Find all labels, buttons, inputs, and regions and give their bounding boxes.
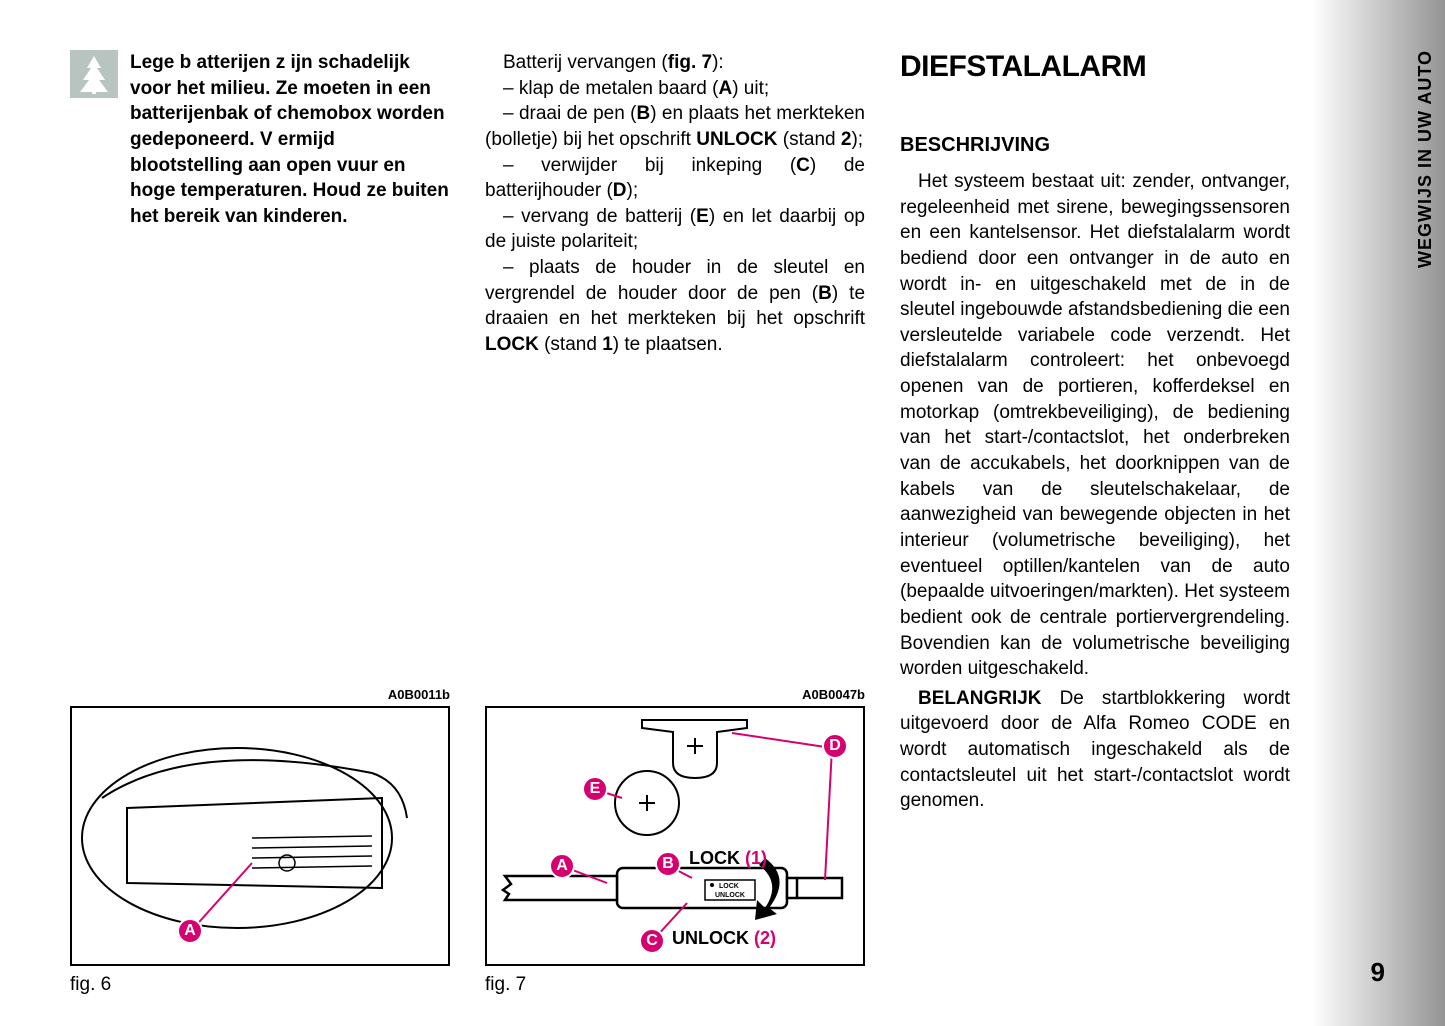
figure-6-code: A0B0011b [70,687,450,702]
section-title: DIEFSTALALARM [900,50,1290,84]
callout-A: A [549,853,575,879]
description-para1: Het systeem bestaat uit: zender, ontvang… [900,169,1290,682]
txt: BELANGRIJK [918,688,1042,709]
txt: A [718,78,732,99]
column-2: Batterij vervangen (fig. 7): – klap de m… [485,50,865,996]
txt: – verwijder bij inkeping ( [503,155,796,176]
txt: ) uit; [732,78,769,99]
warning-box: Lege b atterijen z ijn schadelijk voor h… [70,50,450,229]
txt: UNLOCK [672,928,749,948]
txt: 2 [841,129,852,150]
figure-7-code: A0B0047b [485,687,865,702]
txt: LOCK [689,848,740,868]
description-para2: BELANGRIJK De startblokkering wordt uitg… [900,686,1290,814]
txt: fig. 7 [668,52,712,73]
column-1: Lege b atterijen z ijn schadelijk voor h… [70,50,450,996]
txt: ); [851,129,863,150]
sidebar-tab: WEGWIJS IN UW AUTO [1315,0,1445,1026]
unlock-label: UNLOCK (2) [672,928,776,949]
figure-7-caption: fig. 7 [485,974,865,996]
txt: – klap de metalen baard ( [503,78,718,99]
txt: Het systeem bestaat uit: zender, ontvang… [900,169,1290,682]
callout-B: B [655,851,681,877]
svg-text:UNLOCK: UNLOCK [715,892,745,899]
txt: (2) [754,928,776,948]
txt: – draai de pen ( [503,103,636,124]
txt: – plaats de houder in de sleutel en verg… [485,257,865,304]
lock-label: LOCK (1) [689,848,767,869]
callout-D: D [822,733,848,759]
column-3: DIEFSTALALARM BESCHRIJVING Het systeem b… [900,50,1290,996]
txt: (stand [539,334,602,355]
battery-instructions: Batterij vervangen (fig. 7): – klap de m… [485,50,865,358]
txt: ); [627,180,639,201]
txt: B [636,103,650,124]
page-content: Lege b atterijen z ijn schadelijk voor h… [0,0,1445,1026]
txt: – vervang de batterij ( [503,206,696,227]
callout-C: C [639,928,665,954]
txt: LOCK [485,334,539,355]
figure-6-box: A [70,706,450,966]
txt: ) te plaatsen. [613,334,723,355]
figure-6-area: A0B0011b A fig. 6 [70,667,450,996]
txt: Batterij vervangen ( [503,52,668,73]
txt: 1 [602,334,613,355]
figure-7-area: A0B0047b [485,667,865,996]
recycle-tree-icon [70,50,118,98]
txt: ): [712,52,724,73]
txt: UNLOCK [696,129,777,150]
figure-6-caption: fig. 6 [70,974,450,996]
warning-text: Lege b atterijen z ijn schadelijk voor h… [130,50,450,229]
figure-7-box: LOCK UNLOCK A B C [485,706,865,966]
page-number: 9 [1371,957,1385,988]
sidebar-label: WEGWIJS IN UW AUTO [1415,50,1436,268]
txt: (stand [778,129,841,150]
txt: C [796,155,810,176]
txt: E [696,206,709,227]
callout-A: A [177,918,203,944]
callout-E: E [582,776,608,802]
svg-text:LOCK: LOCK [719,883,739,890]
section-subtitle: BESCHRIJVING [900,134,1290,157]
txt: (1) [745,848,767,868]
txt: D [613,180,627,201]
txt: B [818,283,832,304]
